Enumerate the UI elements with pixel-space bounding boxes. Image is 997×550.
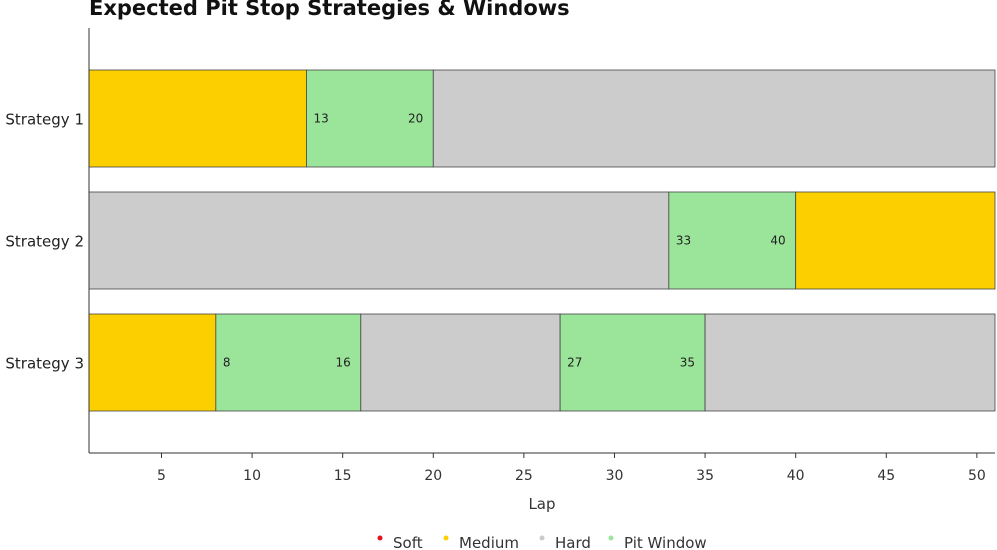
x-tick-label: 10 bbox=[243, 468, 261, 484]
x-axis-title: Lap bbox=[528, 495, 555, 513]
x-tick-label: 20 bbox=[424, 468, 442, 484]
x-tick-label: 30 bbox=[606, 468, 624, 484]
stint-bar-hard bbox=[432, 69, 996, 168]
legend-marker-pit-window bbox=[608, 535, 614, 541]
category-label: Strategy 2 bbox=[5, 233, 84, 251]
x-tick-label: 35 bbox=[696, 468, 714, 484]
chart-title: Expected Pit Stop Strategies & Windows bbox=[89, 0, 570, 20]
x-tick-label: 15 bbox=[334, 468, 352, 484]
x-tick-label: 40 bbox=[787, 468, 805, 484]
legend-label-medium: Medium bbox=[459, 534, 519, 550]
legend-label-soft: Soft bbox=[393, 534, 423, 550]
legend-marker-soft bbox=[377, 535, 383, 541]
stint-bar-hard bbox=[704, 313, 996, 412]
pit-window-end-label: 20 bbox=[408, 112, 423, 126]
stint-bar-medium bbox=[795, 191, 996, 290]
pit-window-end-label: 35 bbox=[680, 356, 695, 370]
stint-bar-medium bbox=[88, 313, 217, 412]
pit-window-bar bbox=[559, 313, 706, 412]
pit-window-start-label: 13 bbox=[313, 112, 328, 126]
stint-bar-hard bbox=[88, 191, 670, 290]
x-tick-label: 45 bbox=[877, 468, 895, 484]
legend-label-pit-window: Pit Window bbox=[624, 534, 707, 550]
legend-marker-medium bbox=[443, 535, 449, 541]
legend-label-hard: Hard bbox=[555, 534, 591, 550]
pit-window-start-label: 33 bbox=[676, 234, 691, 248]
x-tick-label: 5 bbox=[157, 468, 166, 484]
pit-window-bar bbox=[668, 191, 797, 290]
stint-bar-medium bbox=[88, 69, 307, 168]
pit-window-end-label: 16 bbox=[336, 356, 351, 370]
category-label: Strategy 3 bbox=[5, 355, 84, 373]
pit-window-start-label: 8 bbox=[223, 356, 231, 370]
legend-marker-hard bbox=[539, 535, 545, 541]
x-tick-label: 25 bbox=[515, 468, 533, 484]
pit-window-start-label: 27 bbox=[567, 356, 582, 370]
stint-bar-hard bbox=[360, 313, 561, 412]
category-label: Strategy 1 bbox=[5, 111, 84, 129]
pit-window-end-label: 40 bbox=[770, 234, 785, 248]
x-tick-label: 50 bbox=[968, 468, 986, 484]
